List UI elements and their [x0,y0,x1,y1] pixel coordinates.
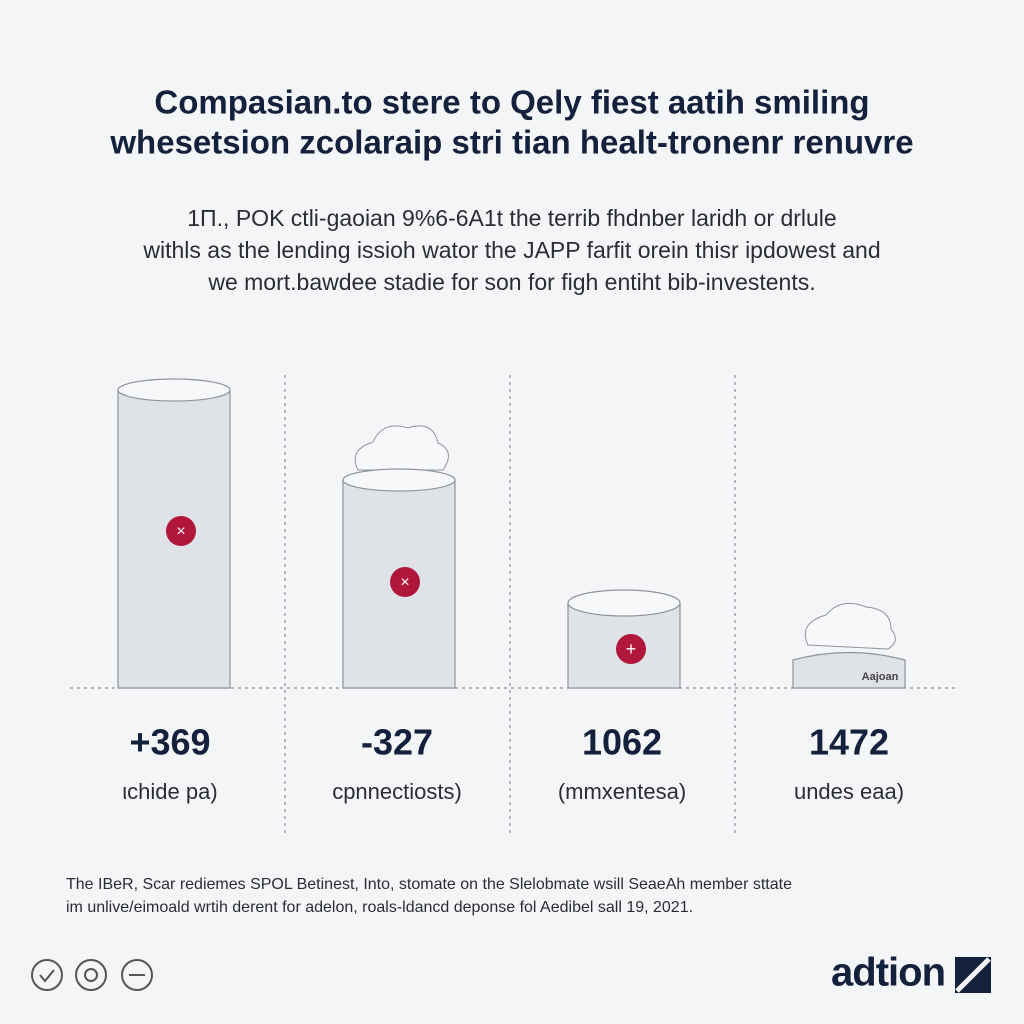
cylinder: × [117,378,231,689]
panel-label: (mmxentesa) [558,779,686,804]
title-line: Compasian.to stere to Qely fiest aatih s… [154,84,869,121]
subtitle-line: 1Π., POK ctli-gaoian 9%6-6A1t the terrib… [187,205,836,231]
cylinder: + [567,589,681,689]
panel-label: undes eaa) [794,779,904,804]
bar-tag: Aajoan [862,671,899,683]
panel-value: -327 [361,722,433,763]
svg-text:×: × [176,523,185,540]
title-line: whesetsion zcolaraip stri tian healt-tro… [109,124,913,161]
icons[interactable] [31,959,153,991]
panel-label: ιchide pa) [122,779,217,804]
svg-text:+: + [626,639,637,659]
cylinder: Aajoan [792,602,906,689]
footer-line: im unlive/eimoald wrtih derent for adelo… [66,899,693,916]
subtitle-line: withls as the lending issioh wator the J… [142,237,880,263]
panel-value: +369 [129,722,210,763]
subtitle-line: we mort.bawdee stadie for son for figh e… [207,269,815,295]
panel-value: 1062 [582,722,662,763]
footer-line: The IBeR, Scar rediemes SPOL Betinest, I… [66,876,792,893]
cylinder: × [342,425,456,689]
logo: adtion [831,951,945,995]
svg-text:×: × [400,574,409,591]
panel-label: cpnnectiosts) [332,779,462,804]
logo-mark [955,957,991,993]
panel-value: 1472 [809,722,889,763]
